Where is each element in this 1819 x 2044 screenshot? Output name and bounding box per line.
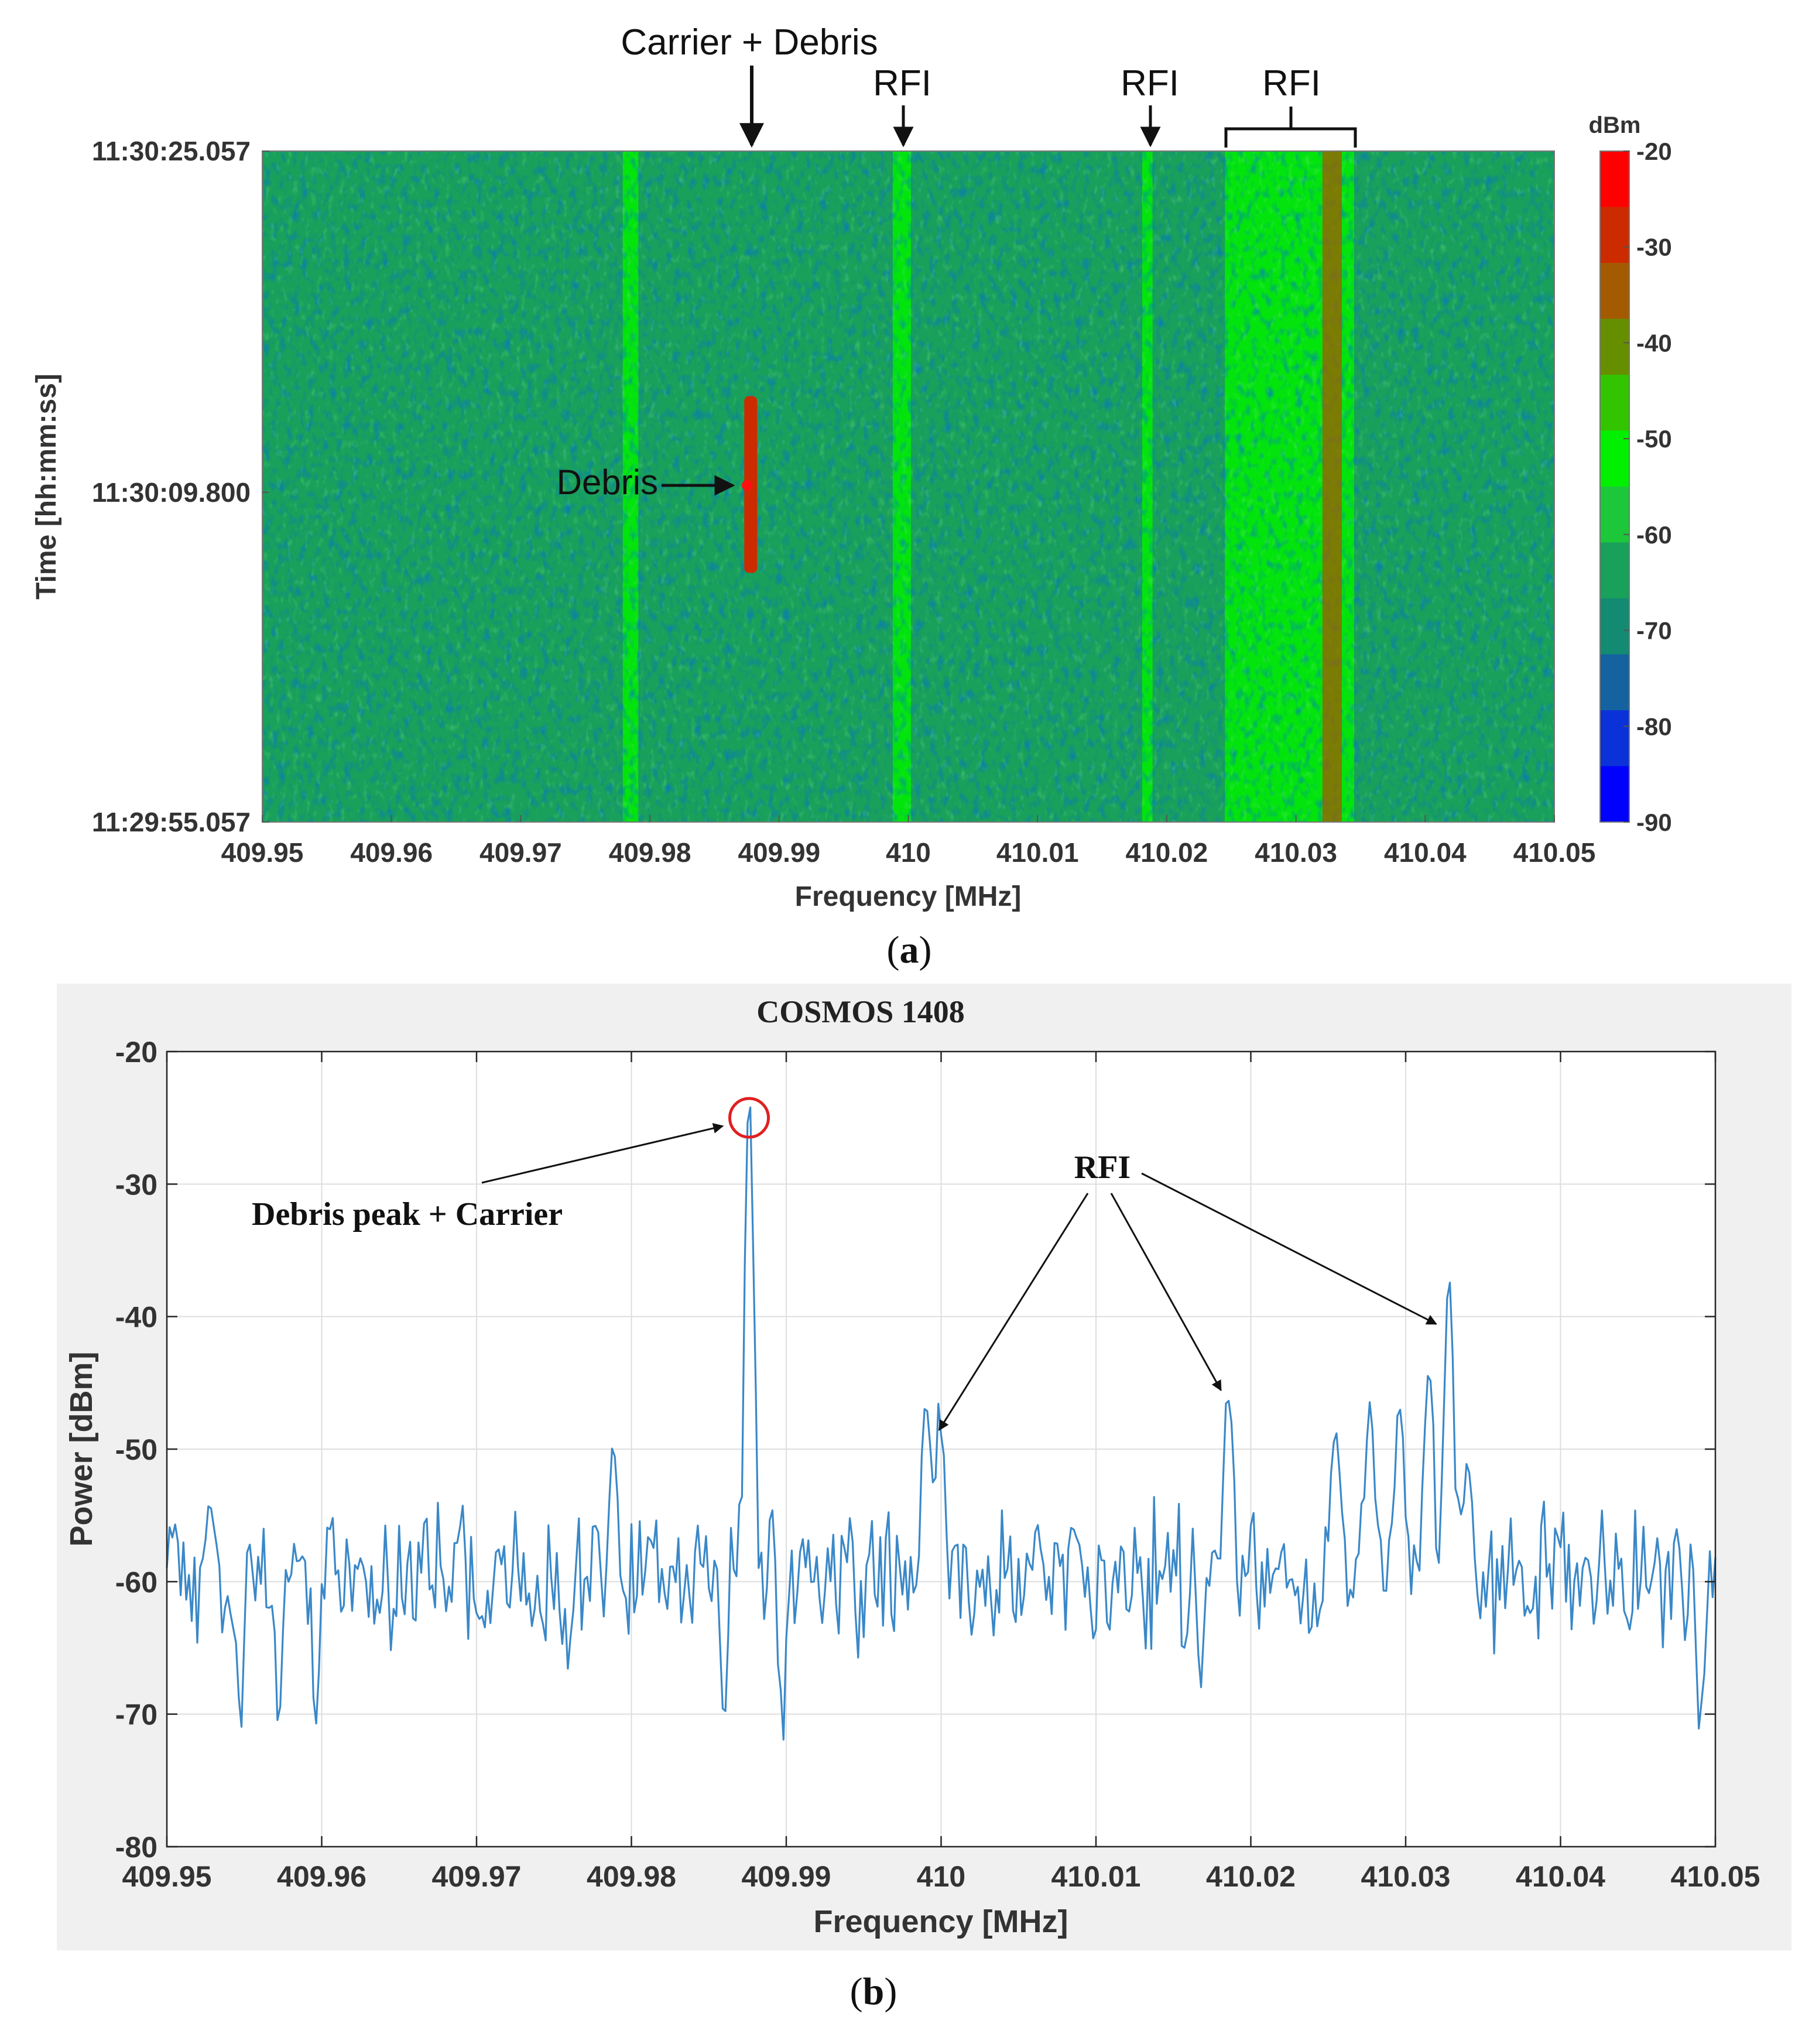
spectrogram-band (1322, 151, 1342, 822)
spectrogram-x-tick-label: 409.99 (738, 837, 820, 868)
colorbar-ticks: -20 -30 -40 -50 -60 -70 -80 -90 (1623, 138, 1672, 836)
debris-point (742, 480, 752, 491)
plot-y-tick-label: -80 (115, 1831, 157, 1864)
annotation-rfi: RFI (1074, 1149, 1131, 1186)
annotation-rfi-3: RFI (1262, 63, 1321, 104)
plot-y-ticks: -20 -30 -40 -50 -60 -70 -80 (115, 1036, 1715, 1864)
plot-x-tick-label: 409.97 (432, 1860, 522, 1893)
plot-x-label: Frequency [MHz] (813, 1904, 1068, 1939)
spectrogram-x-tick-label: 409.98 (609, 837, 691, 868)
colorbar-tick-label: -70 (1636, 617, 1672, 645)
spectrum-line (166, 1106, 1717, 1741)
colorbar-segment (1600, 766, 1629, 823)
plot-x-tick-label: 410.01 (1051, 1860, 1141, 1893)
spectrogram-y-tick-label: 11:30:25.057 (92, 136, 251, 166)
annotation-rfi-2: RFI (1121, 63, 1179, 104)
plot-title: COSMOS 1408 (756, 994, 965, 1029)
panel-label-a: (a) (887, 929, 932, 971)
spectrogram-x-ticks: 409.95 409.96 409.97 409.98 409.99 410 410.01 4… (221, 815, 1596, 868)
colorbar-tick-label: -40 (1636, 329, 1672, 357)
rfi-arrow (938, 1193, 1089, 1431)
colorbar-tick-label: -20 (1636, 138, 1672, 165)
plot-x-tick-label: 410 (917, 1860, 965, 1893)
plot-x-tick-label: 409.98 (587, 1860, 676, 1893)
colorbar-segment (1600, 487, 1629, 543)
plot-y-tick-label: -20 (115, 1036, 157, 1069)
colorbar-label: dBm (1589, 112, 1641, 138)
rfi-arrows (938, 1172, 1437, 1431)
colorbar-segment (1600, 207, 1629, 263)
arrow-debris-peak (481, 1123, 724, 1184)
colorbar-segment (1600, 598, 1629, 655)
colorbar-frame (1599, 150, 1630, 823)
spectrogram-x-tick-label: 409.95 (221, 837, 304, 868)
spectrogram-y-ticks: 11:30:25.057 11:30:09.800 11:29:55.057 (92, 136, 269, 837)
panel-label-b: (b) (850, 1970, 897, 2013)
plot-y-tick-label: -30 (115, 1168, 157, 1201)
plot-x-tick-label: 409.95 (122, 1860, 212, 1893)
annotation-debris-peak: Debris peak + Carrier (252, 1196, 563, 1232)
plot-x-ticks: 409.95 409.96 409.97 409.98 409.99 410 410.01 4… (122, 1052, 1760, 1893)
spectrogram-x-tick-label: 410 (886, 837, 931, 868)
spectrogram-x-tick-label: 410.04 (1384, 837, 1467, 868)
spectrogram-x-label: Frequency [MHz] (795, 881, 1022, 912)
spectrogram-y-tick-label: 11:30:09.800 (92, 477, 251, 508)
plot-y-label: Power [dBm] (64, 1351, 99, 1546)
colorbar-segment (1600, 710, 1629, 766)
spectrogram-x-tick-label: 409.96 (350, 837, 433, 868)
spectrogram-x-tick-label: 410.01 (996, 837, 1079, 868)
spectrogram-panel: 409.95 409.96 409.97 409.98 409.99 410 410.01 4… (31, 22, 1672, 971)
plot-x-tick-label: 410.05 (1671, 1860, 1760, 1893)
colorbar-tick-label: -90 (1636, 809, 1672, 836)
plot-x-tick-label: 410.04 (1516, 1860, 1605, 1893)
plot-x-tick-label: 409.99 (742, 1860, 831, 1893)
colorbar-segment (1600, 654, 1629, 711)
plot-x-tick-label: 409.96 (277, 1860, 366, 1893)
spectrogram-x-tick-label: 410.05 (1513, 837, 1596, 868)
line-plot-panel: 409.95 409.96 409.97 409.98 409.99 410 410.01 4… (57, 984, 1791, 2013)
plot-x-tick-label: 410.03 (1361, 1860, 1451, 1893)
plot-y-tick-label: -70 (115, 1699, 157, 1731)
annotation-carrier-debris: Carrier + Debris (621, 22, 878, 63)
colorbar-tick-label: -80 (1636, 713, 1672, 740)
rfi-arrow (1110, 1193, 1222, 1392)
colorbar-tick-label: -60 (1636, 521, 1672, 549)
colorbar-segment (1600, 375, 1629, 431)
colorbar-segment (1600, 430, 1629, 487)
annotation-rfi-1: RFI (873, 63, 931, 104)
colorbar-segment (1600, 319, 1629, 375)
bracket-rfi-3 (1224, 107, 1357, 148)
spectrogram-x-tick-label: 410.03 (1255, 837, 1337, 868)
rfi-arrow (1141, 1172, 1437, 1325)
colorbar-segment (1600, 263, 1629, 319)
plot-y-tick-label: -50 (115, 1433, 157, 1466)
spectrogram-y-label: Time [hh:mm:ss] (31, 374, 62, 600)
plot-y-tick-label: -40 (115, 1301, 157, 1334)
spectrogram-x-tick-label: 410.02 (1126, 837, 1208, 868)
colorbar (1599, 150, 1630, 823)
plot-y-tick-label: -60 (115, 1566, 157, 1598)
spectrogram-y-tick-label: 11:29:55.057 (92, 807, 251, 837)
debris-peak-circle (728, 1097, 770, 1139)
spectrogram-x-tick-label: 409.97 (479, 837, 562, 868)
colorbar-segment (1600, 542, 1629, 599)
colorbar-tick-label: -50 (1636, 425, 1672, 453)
spectrogram-strong-bands (1322, 151, 1342, 822)
plot-x-tick-label: 410.02 (1206, 1860, 1296, 1893)
colorbar-segment (1600, 151, 1629, 207)
spectrogram-noise-green (262, 151, 1554, 822)
colorbar-tick-label: -30 (1636, 234, 1672, 261)
annotation-debris: Debris (557, 463, 658, 502)
